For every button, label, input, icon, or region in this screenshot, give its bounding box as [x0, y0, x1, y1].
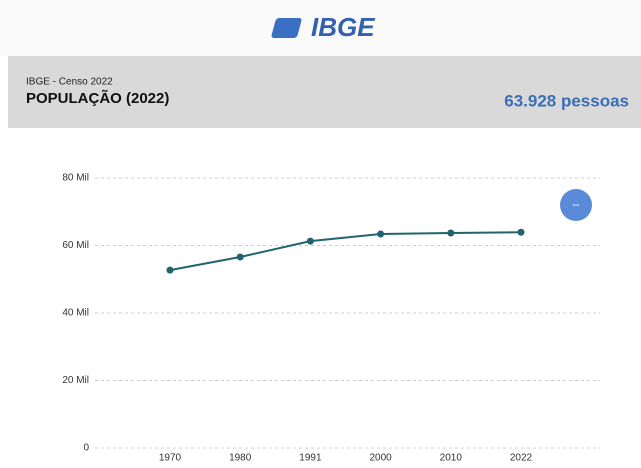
data-point [377, 230, 385, 238]
button-circle[interactable] [560, 189, 592, 221]
plot: 0 20 Mil 40 Mil 60 Mil 80 Mil 1970 1980 1991 200… [62, 173, 600, 464]
data-point [306, 237, 314, 245]
series-line [169, 231, 522, 272]
x-tick-label: 1970 [159, 453, 182, 463]
total-value: 63.928 pessoas [504, 91, 629, 110]
info-band [8, 56, 641, 128]
collapse-button[interactable]: – [560, 189, 592, 221]
data-point [166, 266, 174, 274]
x-tick-label: 2010 [440, 453, 463, 463]
data-point [517, 228, 525, 236]
y-tick-label: 60 Mil [62, 240, 89, 251]
logo: IBGE [271, 12, 375, 42]
x-tick-label: 2022 [510, 453, 533, 463]
x-tick-label: 1991 [299, 453, 322, 463]
data-point [447, 229, 455, 237]
y-tick-label: 40 Mil [62, 308, 89, 319]
x-tick-label: 1980 [229, 453, 252, 463]
button-label[interactable]: – [573, 197, 580, 211]
data-point [236, 253, 244, 261]
y-tick-label: 80 Mil [62, 173, 89, 184]
source: IBGE - Censo 2022 [26, 77, 113, 88]
top-bar [0, 0, 641, 56]
indicator-title: POPULAÇÃO (2022) [26, 89, 169, 107]
y-tick-label: 20 Mil [62, 375, 89, 386]
logo-icon [271, 18, 302, 38]
y-tick-label: 0 [83, 443, 89, 454]
x-tick-label: 2000 [369, 453, 392, 463]
logo-text: IBGE [311, 12, 375, 42]
